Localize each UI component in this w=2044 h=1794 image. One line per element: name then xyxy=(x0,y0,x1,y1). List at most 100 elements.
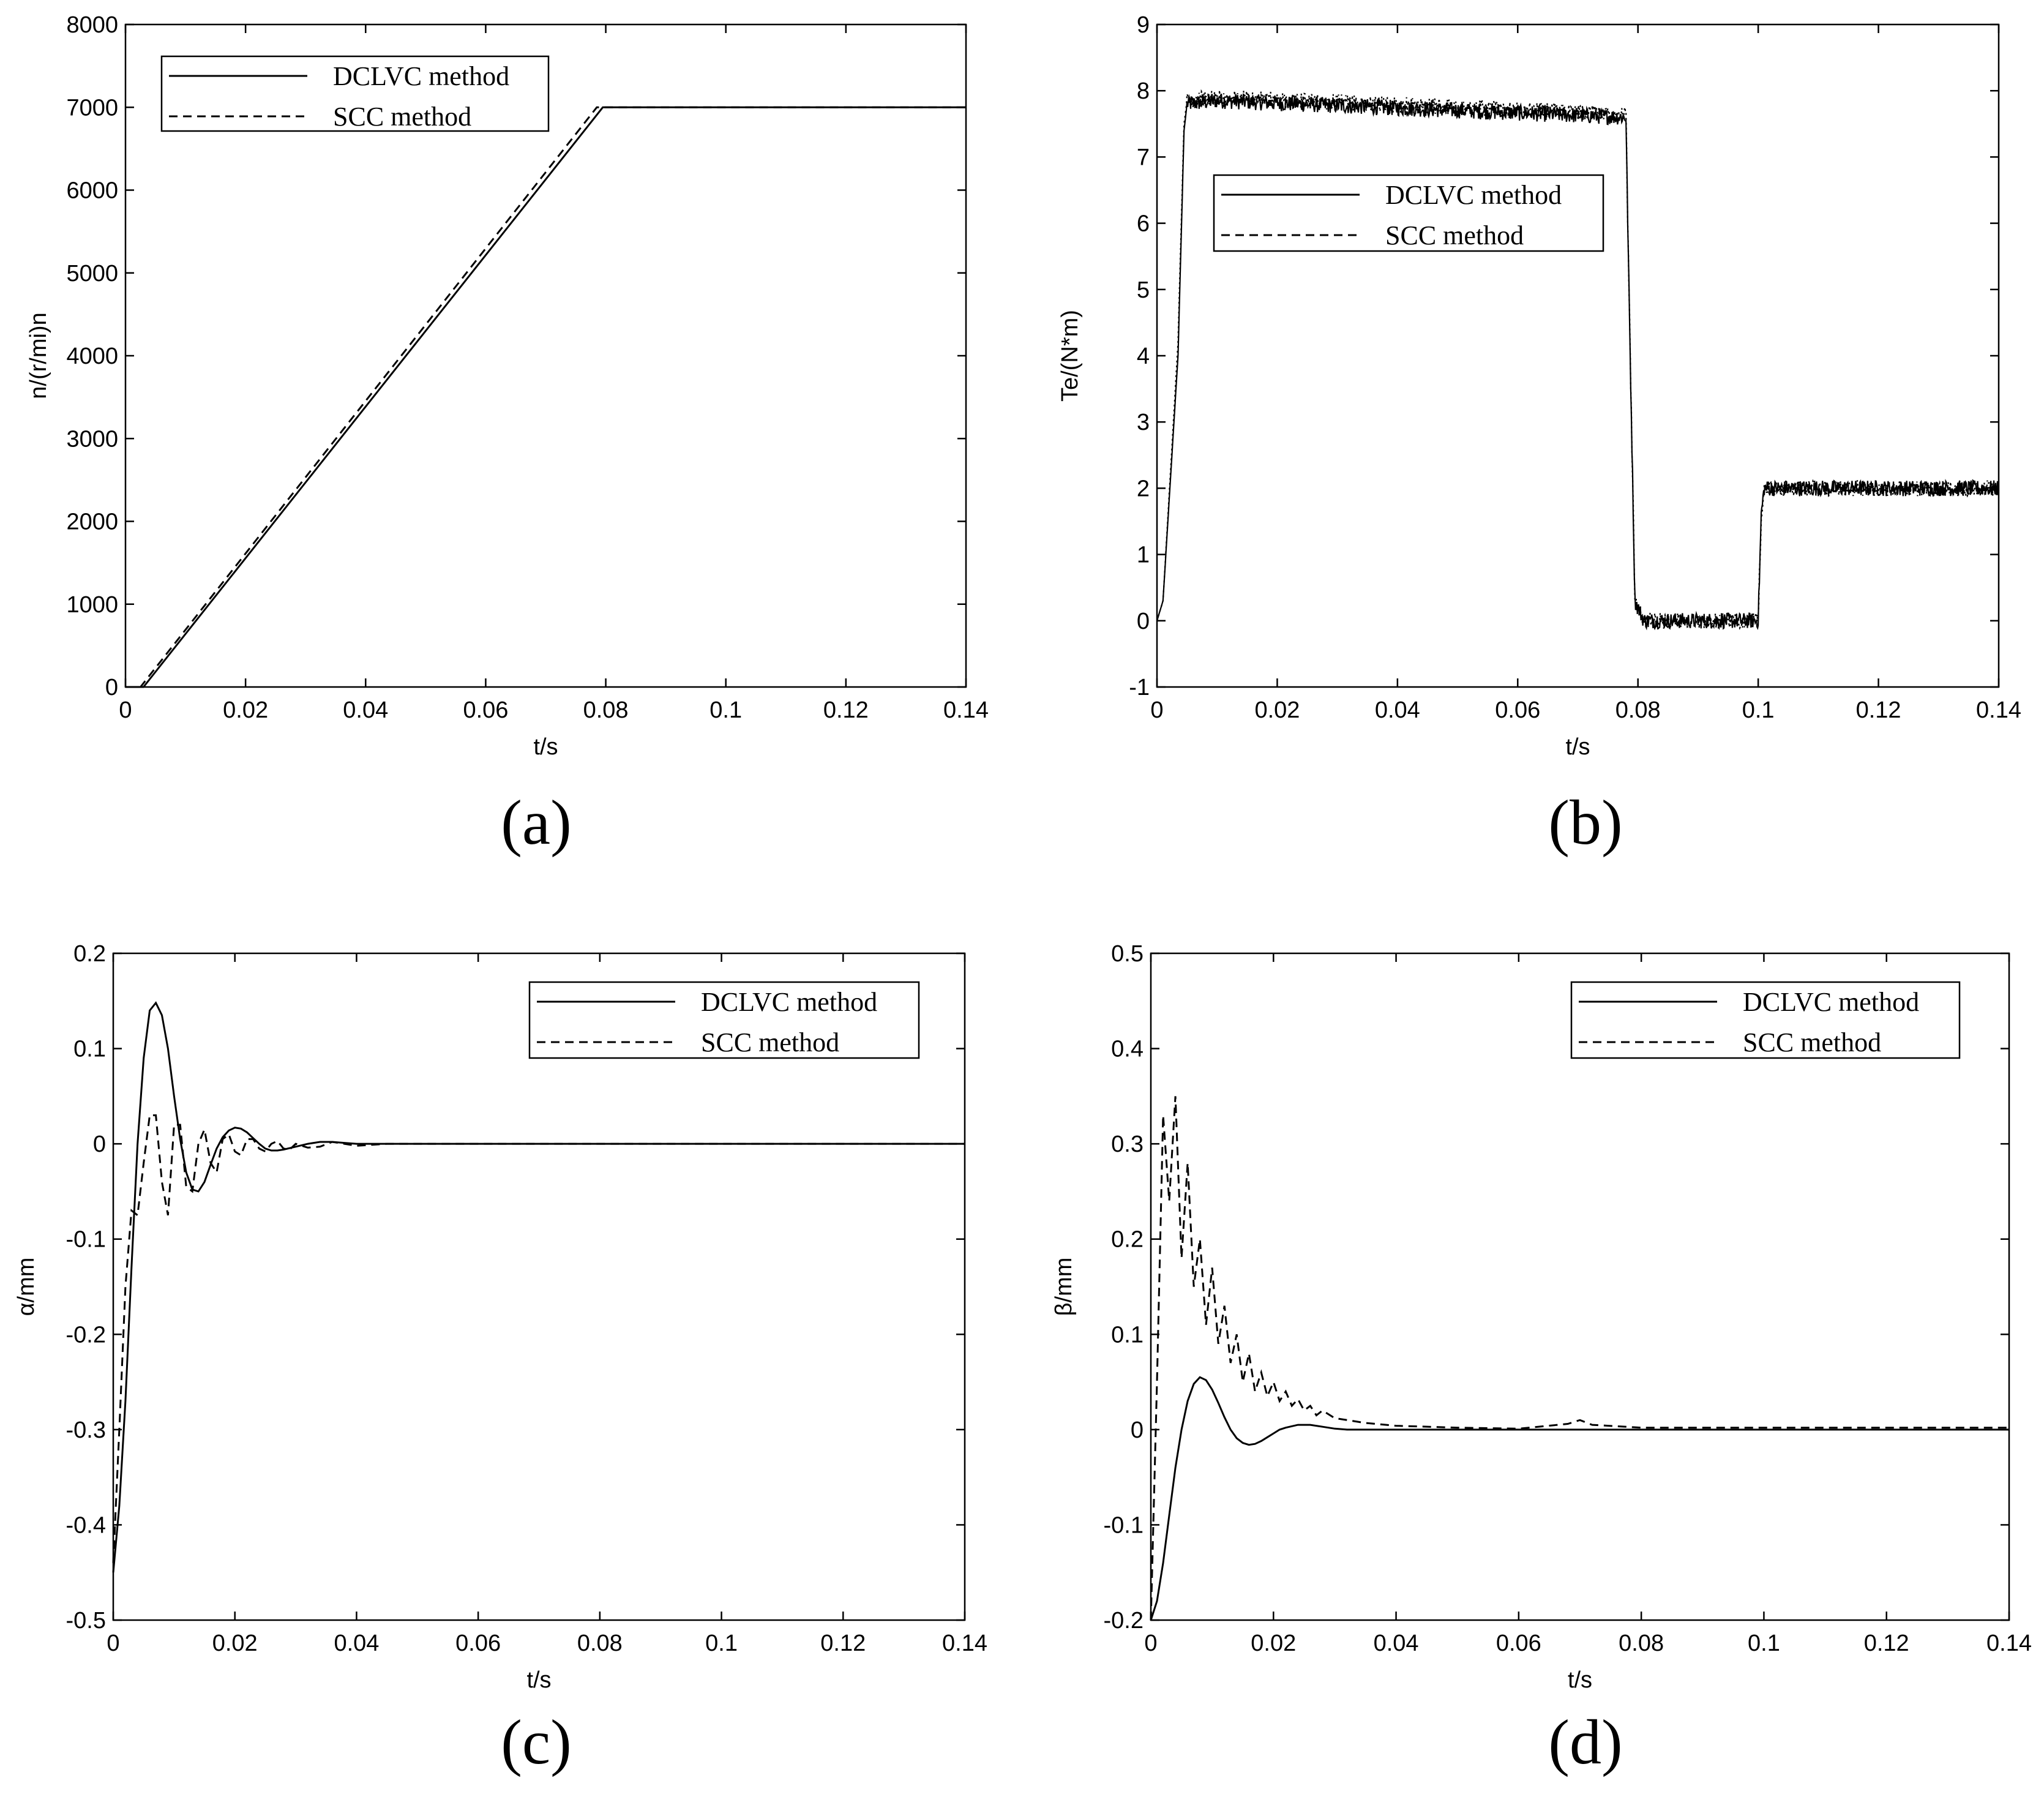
plot-frame xyxy=(1156,23,2000,688)
x-tick-label: 0 xyxy=(1150,697,1163,723)
x-tick-label: 0.08 xyxy=(583,697,629,723)
y-axis-label: Te/(N*m) xyxy=(1057,310,1083,402)
x-tick-label: 0.14 xyxy=(942,1631,987,1656)
x-tick-label: 0.08 xyxy=(1615,697,1661,723)
y-tick-label: 6000 xyxy=(66,178,118,204)
x-tick-label: 0.02 xyxy=(223,697,268,723)
x-tick-label: 0.02 xyxy=(1254,697,1300,723)
x-tick-label: 0.14 xyxy=(1986,1631,2032,1656)
panel-caption-d: (d) xyxy=(1548,1707,1622,1777)
y-tick-label: 0 xyxy=(1131,1417,1144,1443)
x-tick-label: 0.08 xyxy=(577,1631,623,1656)
legend-label-dclvc: DCLVC method xyxy=(1385,180,1562,210)
legend-label-scc: SCC method xyxy=(1385,220,1524,250)
y-tick-label: -1 xyxy=(1129,675,1150,700)
y-tick-label: 3 xyxy=(1137,410,1150,435)
y-tick-label: 0 xyxy=(1137,609,1150,634)
y-tick-label: 0.3 xyxy=(1111,1132,1144,1157)
y-tick-label: -0.2 xyxy=(66,1322,106,1348)
x-tick-label: 0.04 xyxy=(1374,1631,1419,1656)
series-line-scc xyxy=(1150,1096,2009,1621)
x-axis-label: t/s xyxy=(1568,1667,1592,1693)
x-tick-label: 0.06 xyxy=(463,697,508,723)
legend-box xyxy=(1570,981,1961,1059)
y-axis-label: β/mm xyxy=(1051,1258,1077,1316)
legend-box xyxy=(1213,174,1604,252)
y-tick-label: 1 xyxy=(1137,542,1150,568)
y-axis-label: α/mm xyxy=(13,1258,39,1316)
x-tick-label: 0.04 xyxy=(334,1631,379,1656)
y-tick-label: 0.1 xyxy=(73,1037,106,1062)
y-tick-label: 4 xyxy=(1137,343,1150,369)
series-line-scc xyxy=(112,1114,965,1563)
panel-d: 0 0.02 0.04 0.06 0.08 0.1 0.12 0.14 -0.2 -0.1 0 0.1… xyxy=(1051,941,2032,1693)
x-tick-label: 0.04 xyxy=(1375,697,1420,723)
x-tick-label: 0 xyxy=(119,697,132,723)
panel-a: 0 0.02 0.04 0.06 0.08 0.1 0.12 0.14 0 1000 2000 300… xyxy=(26,12,989,760)
series-line-dclvc xyxy=(112,1001,965,1573)
legend-label-scc: SCC method xyxy=(333,102,471,132)
y-axis-label: n/(r/mi)n xyxy=(26,312,51,399)
y-tick-label: 0.1 xyxy=(1111,1322,1144,1348)
y-tick-label: 5 xyxy=(1137,277,1150,303)
y-tick-label: 8000 xyxy=(66,12,118,38)
legend-label-dclvc: DCLVC method xyxy=(1743,987,1919,1017)
y-tick-label: 3000 xyxy=(66,426,118,452)
y-tick-label: 8 xyxy=(1137,78,1150,104)
y-tick-label: 9 xyxy=(1137,12,1150,38)
legend: DCLVC method SCC method xyxy=(160,55,550,132)
x-tick-label: 0.1 xyxy=(1748,1631,1780,1656)
y-tick-label: 6 xyxy=(1137,211,1150,237)
y-tick-label: -0.2 xyxy=(1104,1608,1144,1634)
y-tick-label: -0.3 xyxy=(66,1417,106,1443)
x-axis-label: t/s xyxy=(526,1667,551,1693)
series-line-dclvc xyxy=(1150,1376,2009,1621)
y-tick-label: 0.2 xyxy=(73,941,106,967)
plot-frame xyxy=(112,952,966,1621)
y-tick-label: 2000 xyxy=(66,509,118,535)
legend-box xyxy=(160,55,550,132)
series-line-scc xyxy=(1156,89,2000,630)
x-tick-label: 0.1 xyxy=(709,697,742,723)
x-tick-label: 0.1 xyxy=(705,1631,738,1656)
x-axis-label: t/s xyxy=(1565,734,1590,760)
y-tick-label: 5000 xyxy=(66,261,118,287)
legend-box xyxy=(528,981,920,1059)
legend: DCLVC method SCC method xyxy=(1570,981,1961,1059)
x-tick-label: 0.14 xyxy=(943,697,989,723)
legend-label-scc: SCC method xyxy=(701,1027,839,1057)
y-tick-label: 7000 xyxy=(66,95,118,121)
legend: DCLVC method SCC method xyxy=(528,981,920,1059)
y-tick-label: 0 xyxy=(93,1132,106,1157)
x-tick-label: 0.08 xyxy=(1619,1631,1664,1656)
x-axis-label: t/s xyxy=(533,734,558,760)
x-tick-label: 0.12 xyxy=(823,697,869,723)
y-tick-label: -0.1 xyxy=(66,1227,106,1253)
x-tick-label: 0.06 xyxy=(1496,1631,1541,1656)
y-tick-label: -0.1 xyxy=(1104,1512,1144,1538)
x-tick-label: 0 xyxy=(1144,1631,1157,1656)
series-line-dclvc xyxy=(125,106,966,688)
y-tick-label: 1000 xyxy=(66,592,118,618)
y-tick-label: 7 xyxy=(1137,144,1150,170)
x-tick-label: 0.1 xyxy=(1742,697,1775,723)
y-tick-label: -0.5 xyxy=(66,1608,106,1634)
series-line-dclvc xyxy=(1156,93,2000,631)
x-tick-label: 0.02 xyxy=(212,1631,258,1656)
panel-caption-b: (b) xyxy=(1548,787,1622,858)
panel-caption-a: (a) xyxy=(501,787,571,858)
x-tick-label: 0 xyxy=(107,1631,119,1656)
x-tick-label: 0.02 xyxy=(1251,1631,1296,1656)
y-tick-label: 0.2 xyxy=(1111,1227,1144,1253)
panel-b: 0 0.02 0.04 0.06 0.08 0.1 0.12 0.14-10123456789… xyxy=(1057,12,2021,760)
legend: DCLVC method SCC method xyxy=(1213,174,1604,252)
x-tick-label: 0.12 xyxy=(1856,697,1901,723)
x-tick-label: 0.06 xyxy=(1495,697,1540,723)
plot-frame xyxy=(1150,952,2010,1621)
y-tick-label: -0.4 xyxy=(66,1512,106,1538)
legend-label-dclvc: DCLVC method xyxy=(333,61,509,91)
x-tick-label: 0.14 xyxy=(1976,697,2021,723)
panel-c: 0 0.02 0.04 0.06 0.08 0.1 0.12 0.14 -0.5 -0.4 -0.3… xyxy=(13,941,987,1693)
panel-caption-c: (c) xyxy=(501,1707,571,1777)
